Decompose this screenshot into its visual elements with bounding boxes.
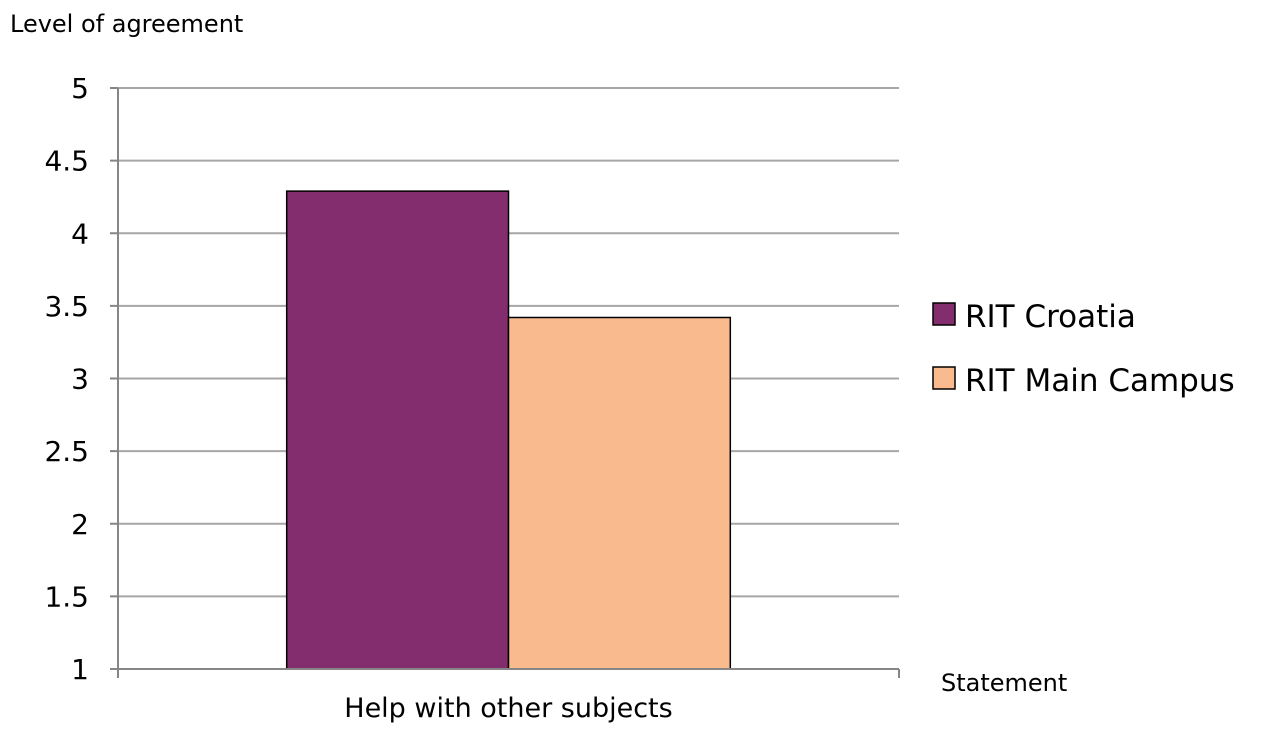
- y-tick-label: 1.5: [44, 580, 89, 613]
- bars: [285, 190, 732, 670]
- y-tick-label: 2: [71, 508, 89, 541]
- y-tick-label: 5: [71, 72, 89, 105]
- y-tick-label: 4.5: [44, 145, 89, 178]
- y-tick-label: 1: [71, 653, 89, 686]
- legend-swatch: [932, 366, 956, 390]
- y-tick-label: 2.5: [44, 435, 89, 468]
- y-axis-title: Level of agreement: [10, 10, 243, 38]
- legend-swatch: [932, 302, 956, 326]
- legend-label: RIT Croatia: [965, 299, 1136, 335]
- y-tick-label: 3.5: [44, 290, 89, 323]
- x-axis-title: Statement: [941, 669, 1067, 697]
- y-tick-label: 3: [71, 363, 89, 396]
- legend-label: RIT Main Campus: [965, 363, 1235, 399]
- category-label: Help with other subjects: [344, 693, 672, 724]
- y-tick-label: 4: [71, 217, 89, 250]
- y-tick-labels: 1 1.5 2 2.5 3 3.5 4 4.5 5: [44, 72, 89, 686]
- axes: [110, 87, 900, 678]
- bar-rit-main-campus: [507, 316, 732, 670]
- bar-rit-croatia: [285, 190, 510, 670]
- legend: RIT Croatia RIT Main Campus: [932, 299, 1235, 399]
- category-labels: Help with other subjects: [344, 693, 672, 724]
